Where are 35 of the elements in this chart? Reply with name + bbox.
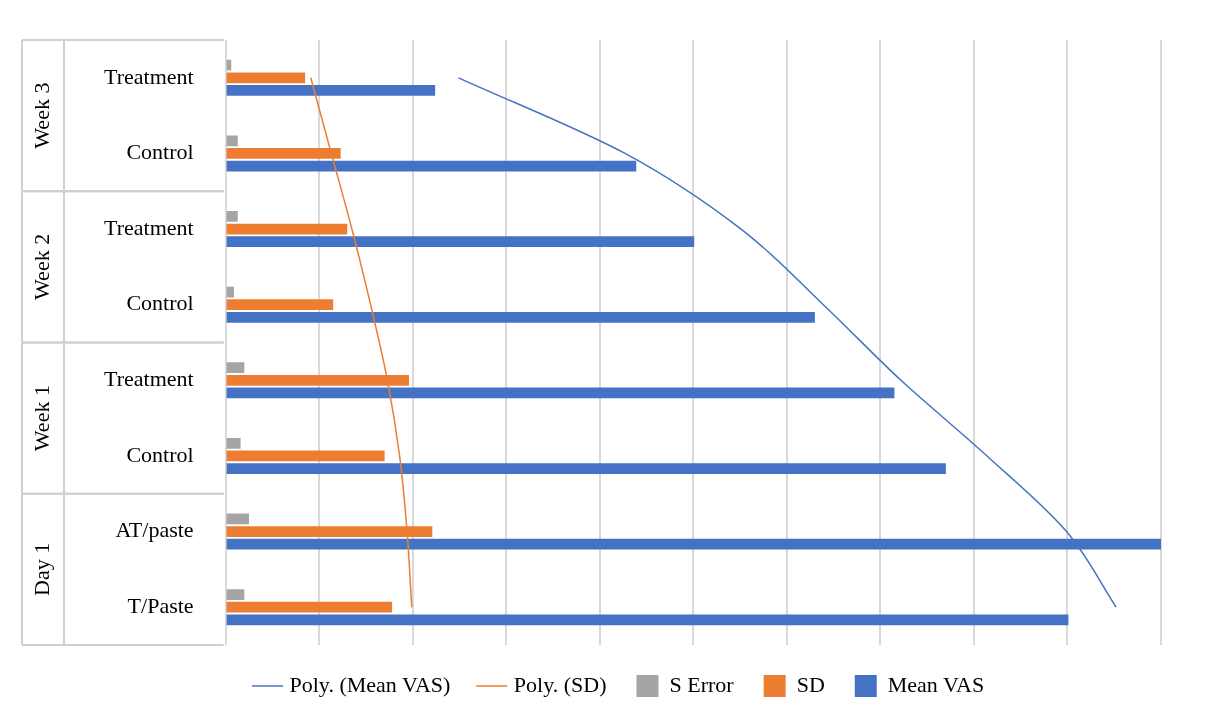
bar — [226, 223, 348, 235]
y-tick-label: AT/paste — [115, 517, 194, 543]
legend-label: Poly. (Mean VAS) — [289, 671, 451, 697]
y-tick-label: Control — [126, 290, 194, 316]
bar — [226, 135, 238, 147]
y-tick-label: T/Paste — [127, 592, 194, 618]
bar — [226, 614, 1069, 626]
legend-label: Mean VAS — [887, 671, 985, 697]
text: Week 2 — [28, 233, 54, 300]
bar — [226, 437, 241, 449]
bar — [226, 601, 393, 613]
bar — [226, 72, 306, 84]
bar — [226, 463, 946, 474]
bar — [226, 362, 245, 374]
bar — [226, 387, 895, 399]
legend-label: S Error — [669, 671, 735, 697]
text: Week 1 — [28, 385, 54, 452]
text: Week 3 — [28, 82, 54, 149]
y-tick-label: Treatment — [104, 63, 194, 89]
bar — [226, 450, 385, 462]
y-tick-label: Treatment — [104, 214, 194, 240]
y-tick-label: Control — [126, 441, 194, 467]
bar — [226, 513, 250, 525]
bar — [226, 236, 695, 248]
bar — [226, 589, 245, 600]
y-tick-label: Treatment — [104, 366, 194, 392]
bar — [226, 59, 232, 71]
text: Day 1 — [28, 542, 54, 596]
bar — [226, 299, 334, 311]
bar — [226, 311, 815, 323]
bar — [226, 85, 436, 96]
y-tick-label: Control — [126, 139, 194, 165]
legend-label: Poly. (SD) — [513, 671, 607, 697]
legend-label: SD — [796, 671, 825, 697]
bar — [226, 211, 238, 222]
